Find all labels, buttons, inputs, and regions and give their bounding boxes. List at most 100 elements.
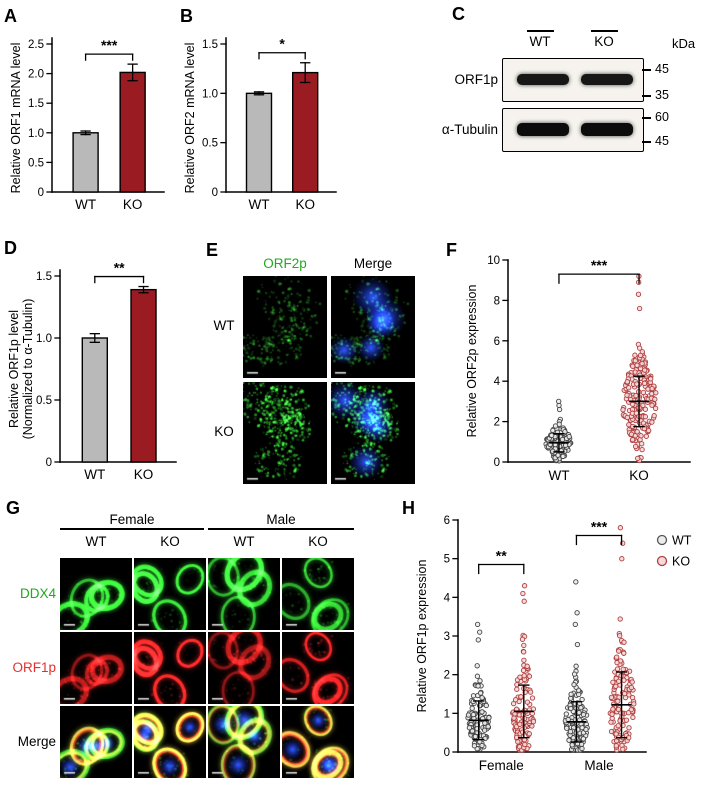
svg-text:1.5: 1.5 [36,271,52,283]
panel-h-label: H [402,498,415,518]
g-row-ddx4-label: DDX4 [19,586,56,601]
svg-text:Relative ORF2 mRNA level: Relative ORF2 mRNA level [183,43,197,194]
e-row-ko-label: KO [214,424,234,439]
svg-text:**: ** [496,547,507,563]
svg-text:1: 1 [444,708,450,720]
wb-marker-45b-label: 45 [655,134,669,148]
micro-male-wt-orf1p [208,632,280,704]
wb-lane-ko-label: KO [594,34,614,50]
svg-text:4: 4 [444,592,451,604]
micro-male-ko-ddx4 [282,558,354,630]
panel-a: A 0 0.5 1.0 1.5 2.0 2.5 WT KO *** Relative ORF1 m… [4,6,176,220]
micro-female-wt-merge [60,706,132,778]
svg-text:0: 0 [444,747,450,759]
wb-band-ko-orf1p [581,74,633,85]
svg-text:8: 8 [494,295,500,307]
panel-d: D 0 0.5 1.0 1.5 WT KO ** Relative ORF1p level (N… [4,238,190,490]
marker-tick [642,140,651,143]
marker-tick [642,68,651,71]
svg-text:0: 0 [38,187,44,199]
svg-text:***: *** [101,37,118,53]
micro-male-ko-orf1p [282,632,354,704]
wb-row-tubulin-label: α-Tubulin [441,122,498,137]
svg-text:3: 3 [444,631,450,643]
micro-male-ko-merge [282,706,354,778]
female-group-label: Female [109,512,155,527]
wb-lane-wt-label: WT [529,34,551,50]
svg-text:KO: KO [629,468,649,483]
micro-female-wt-ddx4 [60,558,132,630]
wb-marker-45b: 45 [642,134,669,148]
g-lane-2-label: KO [160,534,180,549]
g-row-merge-label: Merge [17,734,56,749]
svg-text:(Normalized to α-Tubulin): (Normalized to α-Tubulin) [21,299,35,440]
panel-e-label: E [206,240,219,260]
panel-c-label: C [452,4,465,24]
panel-f-label: F [446,240,457,260]
e-row-wt-label: WT [213,318,235,333]
svg-text:KO: KO [123,197,143,212]
svg-text:**: ** [114,260,125,276]
lane-overline [590,30,618,33]
svg-text:KO: KO [134,467,154,482]
svg-text:KO: KO [295,197,315,212]
svg-text:0.5: 0.5 [28,157,44,169]
male-group-header: Male [208,512,354,530]
female-group-underline [60,528,204,530]
female-group-header: Female [60,512,204,530]
panel-c: C WT KO kDa ORF1p 45 35 α-Tubulin 60 45 [436,4,708,176]
svg-text:2: 2 [444,670,450,682]
micro-female-ko-merge [134,706,206,778]
panel-g: G Female Male WT KO WT KO DDX4 ORF1p Mer… [6,498,362,785]
wb-blot-tubulin [502,108,644,152]
svg-text:1.5: 1.5 [28,98,44,110]
panel-e: E ORF2p Merge WT KO [206,240,418,490]
merge-column-header: Merge [353,256,393,271]
svg-text:2.5: 2.5 [28,39,44,51]
svg-text:2.0: 2.0 [28,69,44,81]
orf2-mrna-bar-chart: 0 0.5 1.0 1.5 WT KO * Relative ORF2 mRNA level [180,18,346,218]
wb-marker-60-label: 60 [655,110,669,124]
orf1-mrna-bar-chart: 0 0.5 1.0 1.5 2.0 2.5 WT KO *** Relative ORF1 mRN… [6,18,174,218]
panel-g-label: G [6,498,21,518]
svg-text:Relative ORF2p expression: Relative ORF2p expression [465,285,479,438]
wb-band-wt-tubulin [517,123,569,136]
micro-female-wt-orf1p [60,632,132,704]
wb-blot-orf1p [502,58,644,102]
kda-label: kDa [672,36,696,51]
wb-band-ko-tubulin [581,123,633,136]
wb-lane-wt: WT [518,30,562,49]
svg-text:5: 5 [444,554,450,566]
micro-male-wt-ddx4 [208,558,280,630]
g-lane-1-label: WT [85,534,107,549]
svg-text:Relative ORF1 mRNA level: Relative ORF1 mRNA level [9,43,23,194]
micro-male-wt-merge [208,706,280,778]
svg-text:Male: Male [584,758,613,773]
panel-a-label: A [4,6,17,26]
svg-text:0.5: 0.5 [36,395,52,407]
micro-wt-orf2p [243,276,327,378]
micro-ko-orf2p [243,382,327,484]
svg-text:WT: WT [548,468,569,483]
g-lane-3-label: WT [233,534,255,549]
svg-text:0: 0 [212,187,218,199]
svg-text:4: 4 [494,376,501,388]
micro-female-ko-ddx4 [134,558,206,630]
male-group-underline [208,528,354,530]
g-row-orf1p-label: ORF1p [12,660,56,675]
svg-text:6: 6 [444,515,450,527]
micro-wt-merge [331,276,415,378]
svg-text:0: 0 [494,457,500,469]
svg-text:KO: KO [672,555,690,569]
g-lane-4-label: KO [308,534,328,549]
svg-text:2: 2 [494,417,500,429]
svg-text:WT: WT [672,534,692,548]
svg-text:6: 6 [494,336,500,348]
micro-female-ko-orf1p [134,632,206,704]
svg-text:Relative ORF1p expression: Relative ORF1p expression [415,560,429,713]
panel-f: F 0 2 4 6 8 10 WT KO *** Relative ORF2p expressio… [446,240,706,492]
wb-marker-35-label: 35 [655,88,669,102]
svg-text:WT: WT [75,197,96,212]
svg-text:WT: WT [84,467,105,482]
